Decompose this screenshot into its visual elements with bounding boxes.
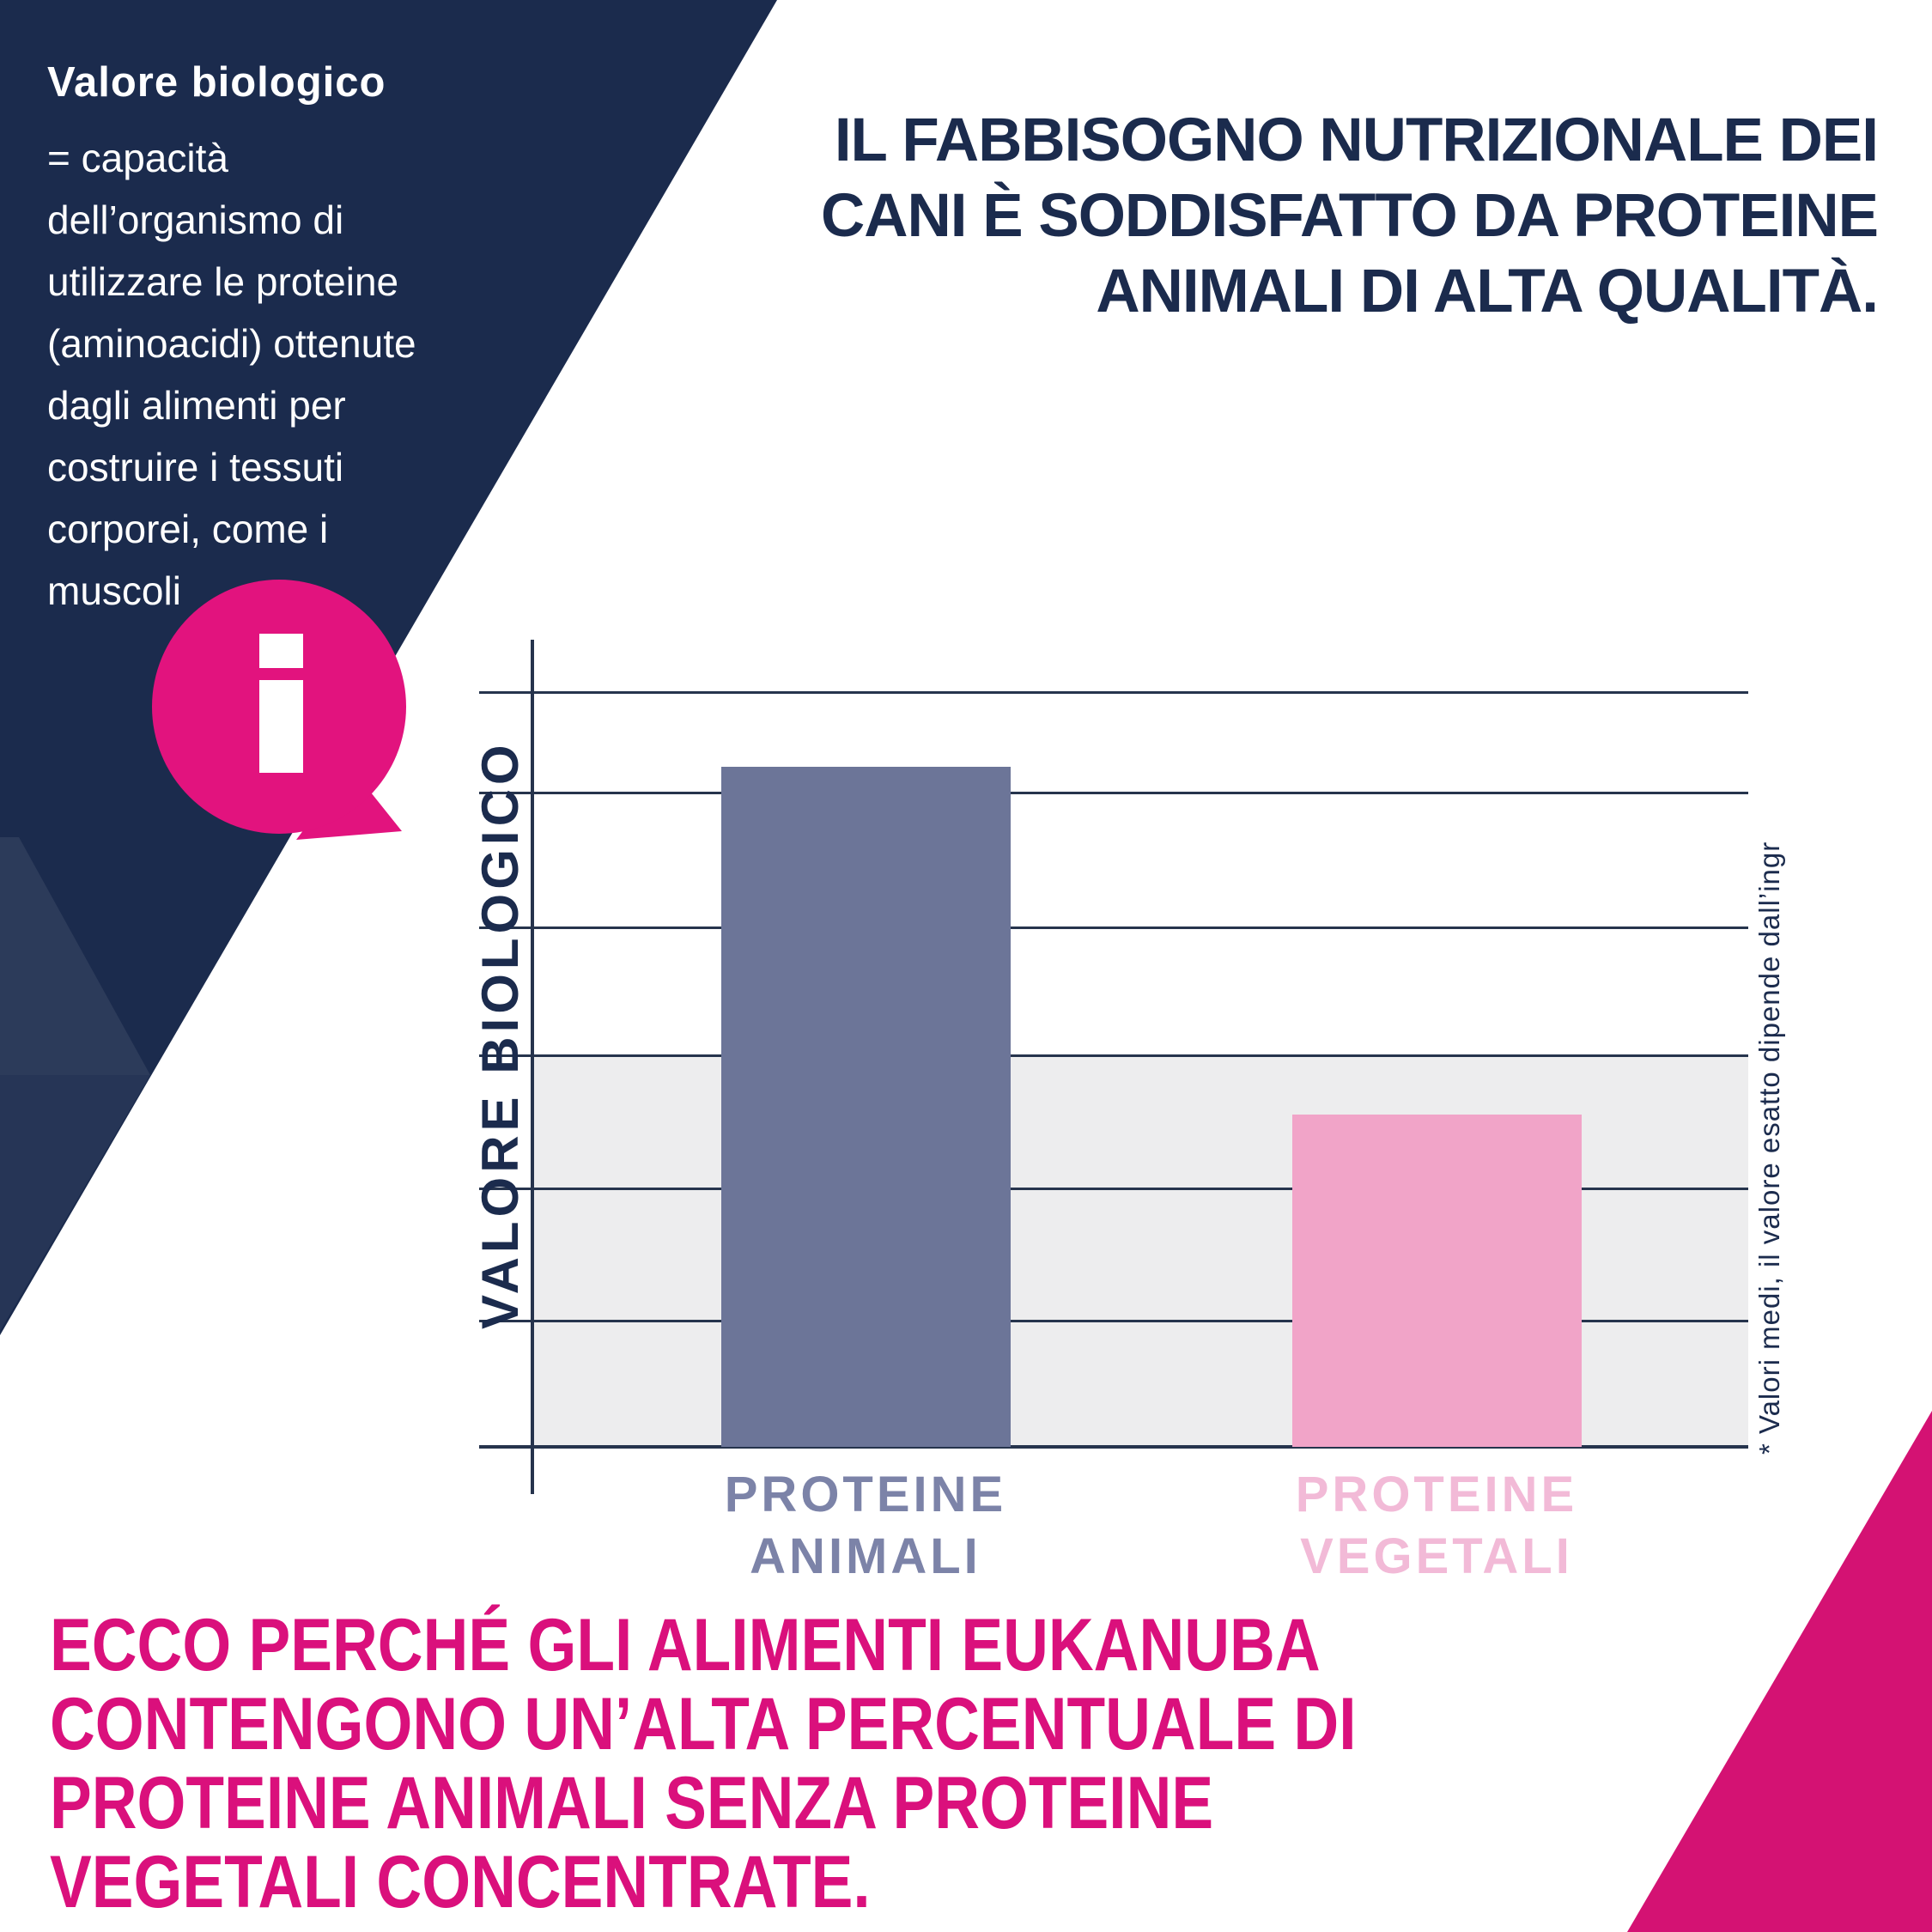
chart-gridline (479, 1320, 1748, 1322)
y-axis-label: VALORE BIOLOGICO (471, 740, 529, 1329)
headline: IL FABBISOGNO NUTRIZIONALE DEI CANI È SO… (820, 106, 1879, 325)
definition-text: = capacità dell’organismo di utilizzare … (47, 136, 416, 613)
chart-gridline (479, 792, 1748, 794)
chart-gridline (479, 691, 1748, 694)
bar-proteine-vegetali (1292, 1115, 1582, 1447)
category-label-animali: PROTEINE ANIMALI (724, 1467, 1007, 1584)
chart-x-axis (479, 1445, 1748, 1449)
chart-gridline (479, 927, 1748, 929)
chart-gridline (479, 1188, 1748, 1190)
info-i-dot (259, 634, 303, 668)
definition-heading: Valore biologico (47, 59, 386, 106)
magenta-corner-triangle (1627, 1411, 1932, 1932)
category-label-vegetali: PROTEINE VEGETALI (1295, 1467, 1578, 1584)
info-bubble-icon (152, 580, 406, 840)
info-i-stem (259, 680, 303, 773)
chart-footnote: * Valori medi, il valore esatto dipende … (1753, 841, 1785, 1455)
chart-y-axis (531, 640, 534, 1494)
conclusion-text: ECCO PERCHÉ GLI ALIMENTI EUKANUBA CONTEN… (50, 1604, 1357, 1923)
chart-gridline (479, 1054, 1748, 1057)
navy-overlay-triangle-lower (0, 1075, 150, 1331)
bar-proteine-animali (721, 767, 1011, 1447)
navy-overlay-triangle-upper (0, 837, 150, 1075)
